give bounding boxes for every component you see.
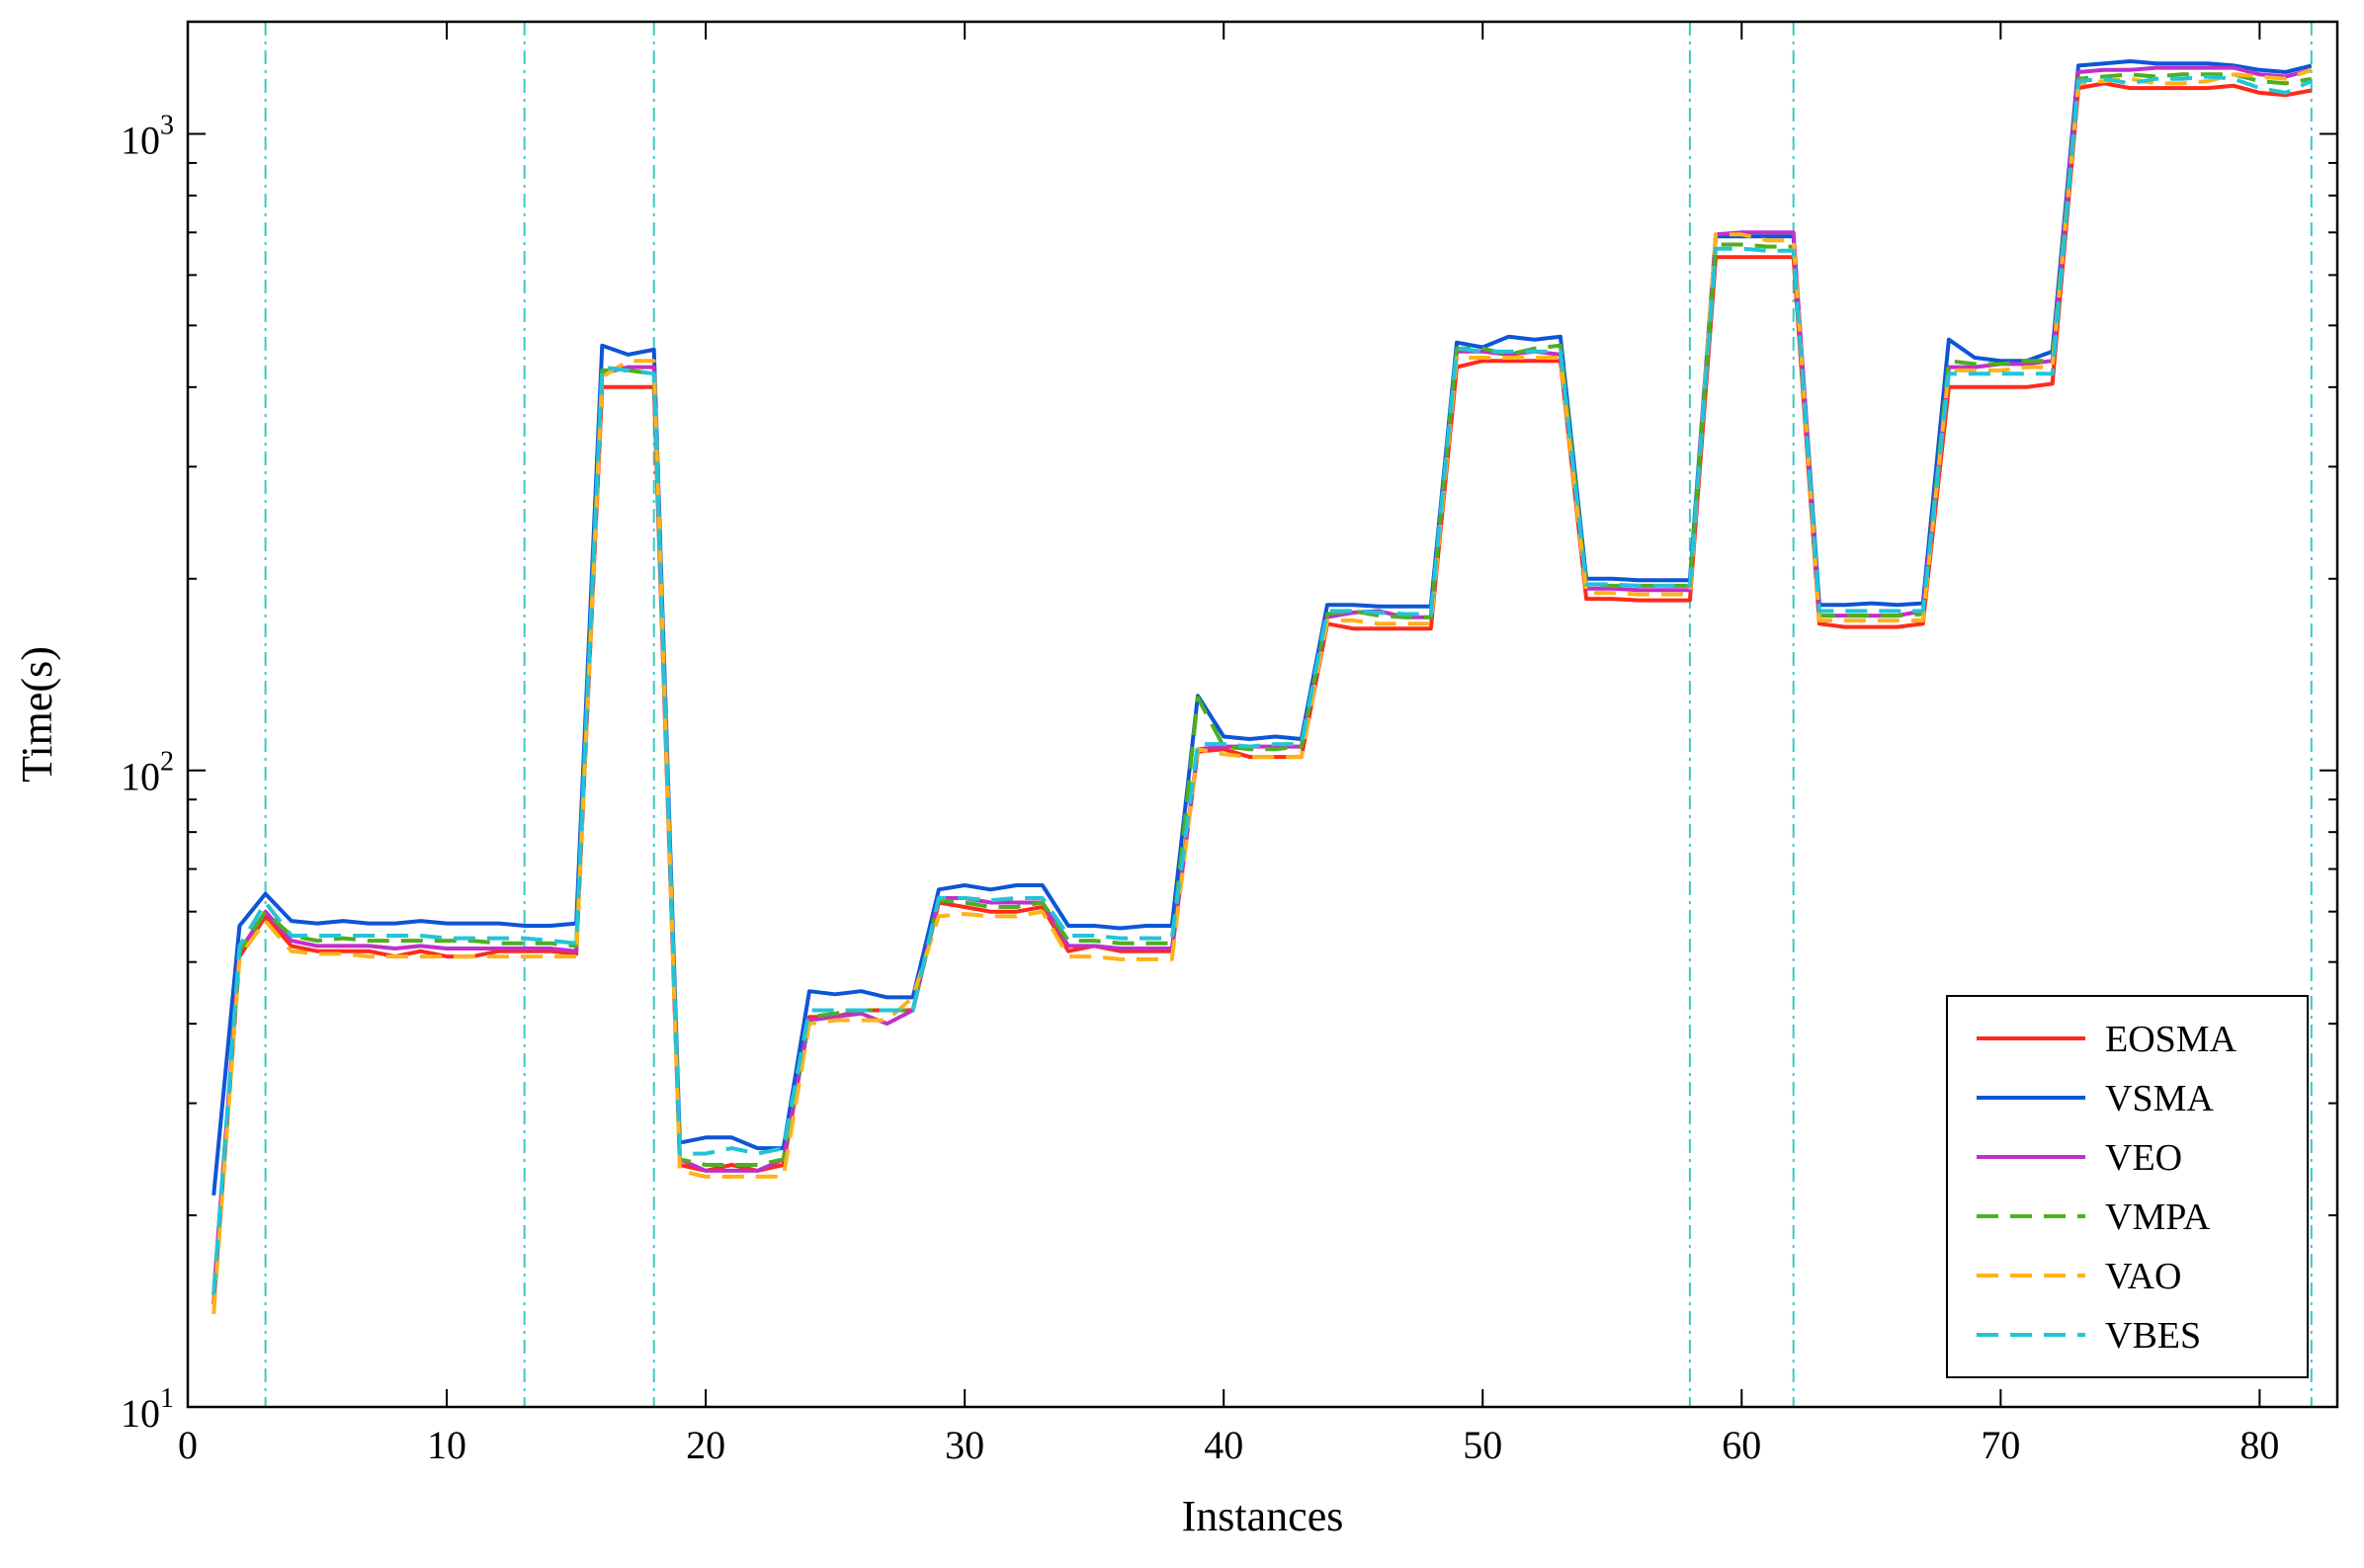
legend-label-eosma: EOSMA (2105, 1019, 2237, 1060)
y-axis-title: Time(s) (13, 646, 61, 783)
y-tick-base: 10 (121, 1391, 160, 1436)
x-tick-label: 60 (1722, 1423, 1761, 1467)
series-line-veo (211, 65, 2313, 1295)
y-tick-base: 10 (121, 755, 160, 799)
x-tick-label: 40 (1204, 1423, 1243, 1467)
x-tick-label: 10 (427, 1423, 466, 1467)
legend-box (1946, 995, 2309, 1378)
legend-label-vsma: VSMA (2105, 1078, 2214, 1119)
axis-ticks (187, 22, 2337, 1408)
series-line-vao (211, 67, 2313, 1315)
legend-label-vbes: VBES (2105, 1315, 2201, 1357)
y-tick-label: 102 (121, 747, 174, 799)
legend-label-veo: VEO (2105, 1137, 2182, 1179)
x-tick-label: 0 (178, 1423, 198, 1467)
y-tick-exponent: 1 (160, 1383, 174, 1414)
y-tick-label: 103 (121, 110, 174, 162)
reference-lines (264, 22, 2313, 1407)
x-tick-labels: 0 10 20 30 40 50 60 70 80 (178, 1423, 2279, 1467)
x-tick-label: 20 (686, 1423, 725, 1467)
legend-label-vmpa: VMPA (2105, 1197, 2211, 1238)
legend: EOSMA VSMA VEO VMPA VAO VBES (1946, 995, 2309, 1378)
y-tick-label: 101 (121, 1383, 174, 1436)
x-tick-label: 30 (945, 1423, 984, 1467)
x-tick-label: 70 (1981, 1423, 2020, 1467)
y-tick-exponent: 2 (160, 747, 174, 778)
series-line-vbes (211, 74, 2313, 1295)
y-tick-base: 10 (121, 118, 160, 162)
series-line-vsma (211, 59, 2313, 1196)
x-tick-label: 80 (2239, 1423, 2279, 1467)
legend-label-vao: VAO (2105, 1256, 2181, 1297)
x-tick-label: 50 (1463, 1423, 1502, 1467)
series-lines (211, 59, 2313, 1315)
plot-frame (186, 20, 2339, 1409)
series-line-vmpa (211, 72, 2313, 1295)
x-axis-title: Instances (1182, 1492, 1344, 1540)
y-tick-exponent: 3 (160, 110, 174, 140)
